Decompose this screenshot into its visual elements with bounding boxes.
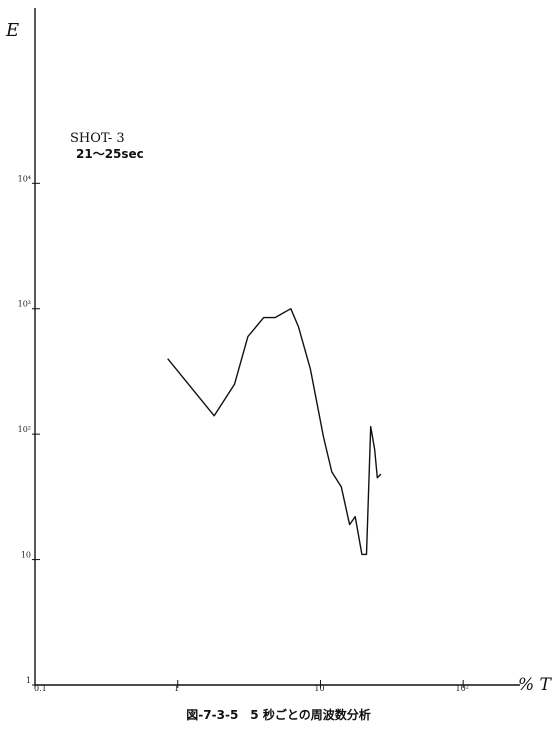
x-tick-group: 0.1 1 10 10² bbox=[34, 680, 469, 693]
x-tick-label-2: 10 bbox=[314, 684, 324, 693]
annotation-shot: SHOT- 3 bbox=[70, 131, 125, 146]
x-tick-label-1: 1 bbox=[174, 684, 179, 693]
x-axis-label: % T bbox=[518, 675, 553, 695]
series-line bbox=[167, 308, 382, 556]
x-tick-label-0: 0.1 bbox=[34, 684, 47, 693]
y-tick-label-2: 10² bbox=[18, 425, 31, 434]
x-tick-label-3: 10² bbox=[456, 684, 469, 693]
y-tick-label-4: 10⁴ bbox=[18, 174, 31, 183]
y-axis-label: E bbox=[5, 20, 19, 41]
y-tick-label-3: 10³ bbox=[18, 300, 31, 309]
figure-caption: 図-7-3-5 5 秒ごとの周波数分析 bbox=[186, 708, 371, 722]
y-tick-label-1: 10 bbox=[21, 551, 31, 560]
y-tick-group: 1 10 10² 10³ 10⁴ bbox=[18, 174, 40, 686]
annotation-time-range: 21～25sec bbox=[76, 147, 144, 161]
y-tick-label-0: 1 bbox=[26, 676, 31, 685]
